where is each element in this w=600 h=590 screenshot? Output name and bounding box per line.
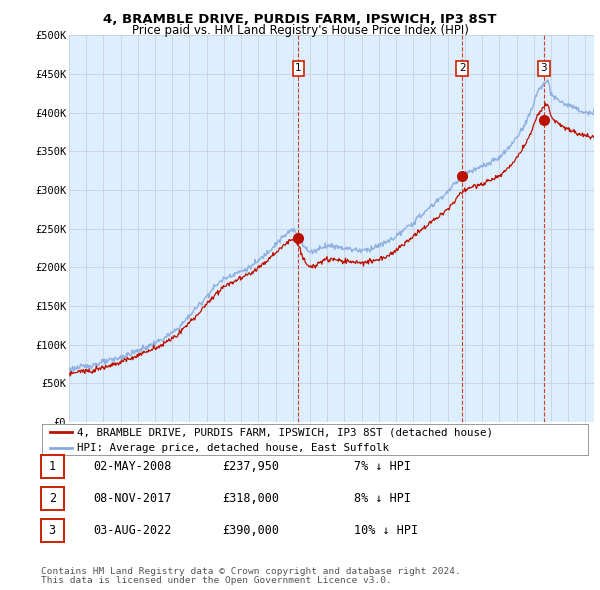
Text: 08-NOV-2017: 08-NOV-2017 bbox=[93, 492, 172, 505]
Text: 1: 1 bbox=[295, 63, 302, 73]
Text: 03-AUG-2022: 03-AUG-2022 bbox=[93, 524, 172, 537]
Text: 1: 1 bbox=[49, 460, 56, 473]
Text: 3: 3 bbox=[541, 63, 547, 73]
Text: 2: 2 bbox=[459, 63, 466, 73]
Text: 4, BRAMBLE DRIVE, PURDIS FARM, IPSWICH, IP3 8ST (detached house): 4, BRAMBLE DRIVE, PURDIS FARM, IPSWICH, … bbox=[77, 427, 493, 437]
Text: 7% ↓ HPI: 7% ↓ HPI bbox=[354, 460, 411, 473]
Text: This data is licensed under the Open Government Licence v3.0.: This data is licensed under the Open Gov… bbox=[41, 576, 392, 585]
Text: Contains HM Land Registry data © Crown copyright and database right 2024.: Contains HM Land Registry data © Crown c… bbox=[41, 567, 461, 576]
Text: 2: 2 bbox=[49, 492, 56, 505]
Text: HPI: Average price, detached house, East Suffolk: HPI: Average price, detached house, East… bbox=[77, 442, 389, 453]
Text: £237,950: £237,950 bbox=[222, 460, 279, 473]
Text: Price paid vs. HM Land Registry's House Price Index (HPI): Price paid vs. HM Land Registry's House … bbox=[131, 24, 469, 37]
Text: 4, BRAMBLE DRIVE, PURDIS FARM, IPSWICH, IP3 8ST: 4, BRAMBLE DRIVE, PURDIS FARM, IPSWICH, … bbox=[103, 13, 497, 26]
Text: 3: 3 bbox=[49, 524, 56, 537]
Text: £318,000: £318,000 bbox=[222, 492, 279, 505]
Text: 10% ↓ HPI: 10% ↓ HPI bbox=[354, 524, 418, 537]
Text: £390,000: £390,000 bbox=[222, 524, 279, 537]
Text: 02-MAY-2008: 02-MAY-2008 bbox=[93, 460, 172, 473]
Text: 8% ↓ HPI: 8% ↓ HPI bbox=[354, 492, 411, 505]
